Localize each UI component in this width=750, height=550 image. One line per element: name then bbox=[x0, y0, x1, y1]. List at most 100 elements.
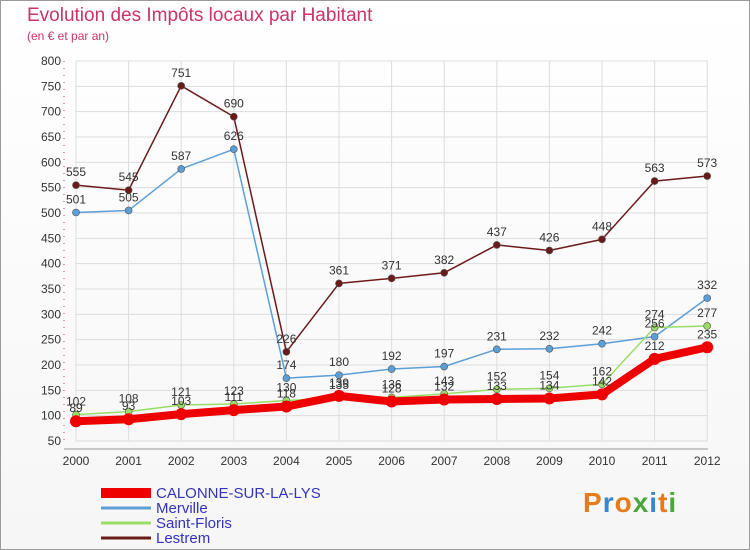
data-label: 231 bbox=[487, 329, 507, 343]
legend-swatch bbox=[101, 506, 151, 510]
axes: 50 100 150 200 250 300 350 400 450 500 550 600 650 70… bbox=[41, 54, 721, 468]
data-point bbox=[70, 415, 82, 428]
data-point bbox=[598, 380, 606, 389]
x-tick-label: 2005 bbox=[326, 454, 353, 468]
data-point bbox=[440, 362, 449, 371]
y-tick-label: 200 bbox=[41, 358, 61, 372]
series-group bbox=[70, 82, 714, 428]
x-tick-label: 2011 bbox=[642, 454, 668, 468]
data-label: 143 bbox=[434, 374, 454, 388]
data-label: 437 bbox=[487, 225, 507, 239]
data-label: 136 bbox=[382, 377, 402, 391]
chart-title: Evolution des Impôts locaux par Habitant bbox=[27, 5, 373, 26]
y-tick-label: 400 bbox=[41, 257, 61, 271]
data-label: 118 bbox=[277, 387, 296, 401]
y-tick-label: 100 bbox=[41, 409, 61, 423]
data-point bbox=[177, 165, 185, 173]
data-point bbox=[650, 332, 659, 341]
legend-label: Saint-Floris bbox=[156, 515, 232, 532]
data-point bbox=[230, 145, 238, 153]
data-point bbox=[335, 371, 343, 379]
data-point bbox=[438, 393, 451, 406]
data-point bbox=[282, 348, 291, 356]
x-tick-label: 2004 bbox=[273, 454, 300, 468]
data-point bbox=[545, 246, 554, 255]
data-label: 277 bbox=[697, 306, 717, 320]
logo-letter: i bbox=[668, 487, 678, 518]
data-point bbox=[440, 268, 449, 277]
data-label: 121 bbox=[171, 385, 191, 399]
data-point bbox=[545, 384, 554, 393]
data-point bbox=[72, 181, 80, 189]
data-label: 242 bbox=[592, 324, 612, 338]
data-label: 448 bbox=[592, 219, 612, 233]
data-label: 111 bbox=[225, 390, 244, 404]
data-label: 212 bbox=[645, 339, 665, 353]
data-point bbox=[598, 235, 606, 244]
data-labels: 555 545 751 690 226 361 371 382 437 426 448 563 573 5… bbox=[66, 66, 718, 415]
data-point bbox=[230, 112, 238, 121]
x-tick-label: 2001 bbox=[115, 454, 142, 468]
data-label: 174 bbox=[276, 358, 296, 372]
y-tick-label: 700 bbox=[41, 105, 61, 119]
data-label: 690 bbox=[224, 97, 244, 111]
y-tick-label: 450 bbox=[41, 231, 61, 245]
data-point bbox=[596, 388, 608, 401]
y-tick-label: 500 bbox=[41, 206, 61, 220]
chart-subtitle: (en € et par an) bbox=[27, 29, 110, 43]
data-label: 130 bbox=[276, 380, 296, 394]
data-label: 142 bbox=[592, 374, 612, 388]
legend-swatch bbox=[101, 536, 151, 540]
data-label: 132 bbox=[434, 379, 454, 393]
y-tick-label: 250 bbox=[41, 333, 61, 347]
data-label: 361 bbox=[329, 263, 349, 277]
data-point bbox=[387, 365, 396, 373]
data-point bbox=[648, 352, 661, 365]
legend-label: CALONNE-SUR-LA-LYS bbox=[156, 485, 321, 502]
data-label: 256 bbox=[645, 317, 665, 331]
data-label: 152 bbox=[487, 369, 507, 383]
logo-letter: P bbox=[583, 487, 603, 518]
data-label: 180 bbox=[329, 355, 349, 369]
data-label: 563 bbox=[645, 161, 665, 175]
data-point bbox=[543, 392, 556, 405]
data-label: 102 bbox=[66, 395, 86, 409]
data-point bbox=[177, 82, 185, 90]
data-point bbox=[335, 279, 343, 288]
logo-letter: x bbox=[632, 487, 650, 518]
data-label: 134 bbox=[539, 378, 559, 392]
legend: CALONNE-SUR-LA-LYSMervilleSaint-FlorisLe… bbox=[101, 485, 321, 547]
data-label: 226 bbox=[276, 332, 296, 346]
data-label: 545 bbox=[119, 170, 139, 184]
y-tick-label: 600 bbox=[41, 155, 61, 169]
logo-letter: t bbox=[658, 487, 669, 518]
x-tick-label: 2009 bbox=[536, 454, 563, 468]
data-label: 235 bbox=[697, 327, 717, 341]
legend-swatch bbox=[101, 521, 151, 525]
y-tick-label: 550 bbox=[41, 181, 61, 195]
data-label: 332 bbox=[697, 278, 717, 292]
data-label: 103 bbox=[171, 394, 191, 408]
data-point bbox=[280, 400, 293, 413]
data-label: 192 bbox=[382, 349, 402, 363]
data-label: 371 bbox=[382, 258, 402, 272]
logo-letter: i bbox=[649, 487, 659, 518]
data-point bbox=[701, 341, 714, 354]
data-label: 587 bbox=[171, 149, 191, 163]
legend-label: Merville bbox=[156, 500, 208, 517]
logo-letter: o bbox=[614, 487, 633, 518]
data-label: 555 bbox=[66, 165, 86, 179]
data-label: 133 bbox=[487, 379, 507, 393]
x-tick-label: 2010 bbox=[589, 454, 616, 468]
data-point bbox=[650, 177, 659, 185]
data-point bbox=[333, 389, 345, 402]
data-point bbox=[122, 413, 135, 426]
data-label: 162 bbox=[592, 364, 612, 378]
data-point bbox=[490, 392, 503, 405]
data-point bbox=[124, 186, 133, 194]
x-tick-label: 2007 bbox=[431, 454, 458, 468]
data-label: 501 bbox=[66, 192, 86, 206]
data-label: 274 bbox=[645, 308, 665, 322]
